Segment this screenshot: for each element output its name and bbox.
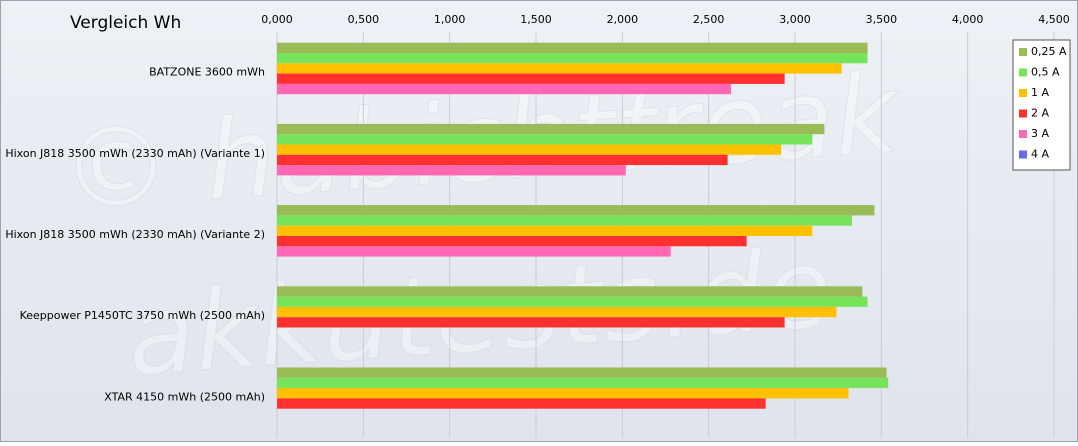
bar	[277, 165, 626, 176]
legend-label: 1 A	[1031, 86, 1049, 99]
bar	[277, 123, 825, 135]
bar	[277, 286, 863, 297]
bar	[277, 154, 728, 166]
y-tick-label: Keeppower P1450TC 3750 mWh (2500 mAh)	[20, 309, 265, 322]
y-tick-label: Hixon J818 3500 mWh (2330 mAh) (Variante…	[5, 228, 265, 241]
x-tick-label: 0,000	[261, 13, 293, 26]
y-tick-label: BATZONE 3600 mWh	[149, 66, 265, 79]
y-tick-label: Hixon J818 3500 mWh (2330 mAh) (Variante…	[5, 147, 265, 160]
x-tick-label: 3,000	[779, 13, 811, 26]
legend-label: 4 A	[1031, 148, 1049, 161]
bar	[277, 134, 813, 145]
bar	[277, 83, 732, 95]
bar	[277, 398, 766, 409]
bar	[277, 205, 875, 216]
legend-label: 0,5 A	[1031, 66, 1060, 79]
chart-title: Vergleich Wh	[70, 13, 181, 33]
legend-label: 3 A	[1031, 127, 1049, 140]
legend-swatch	[1019, 48, 1027, 56]
bar	[277, 225, 813, 236]
bar	[277, 246, 671, 257]
legend-label: 2 A	[1031, 107, 1049, 120]
legend-box	[1012, 39, 1071, 171]
x-tick-label: 2,500	[693, 13, 725, 26]
x-tick-label: 1,500	[520, 13, 552, 26]
bar	[277, 306, 837, 318]
x-tick-label: 4,500	[1038, 13, 1070, 26]
bar	[277, 236, 747, 247]
bar	[277, 42, 868, 53]
bar	[277, 53, 868, 64]
x-tick-label: 4,000	[952, 13, 984, 26]
bar	[277, 63, 842, 74]
bar	[277, 215, 852, 226]
legend-label: 0,25 A	[1031, 45, 1067, 58]
bar	[277, 367, 887, 378]
bar	[277, 296, 868, 307]
legend-swatch	[1019, 68, 1027, 77]
bar	[277, 144, 782, 155]
legend-swatch	[1019, 150, 1027, 159]
x-tick-label: 0,500	[348, 13, 380, 26]
bar	[277, 377, 889, 389]
x-tick-label: 3,500	[866, 13, 898, 26]
legend-swatch	[1019, 109, 1027, 118]
legend-swatch	[1019, 130, 1027, 138]
y-tick-label: XTAR 4150 mWh (2500 mAh)	[104, 390, 265, 403]
bar	[277, 388, 849, 399]
x-tick-label: 1,000	[434, 13, 466, 26]
legend-swatch	[1019, 89, 1027, 97]
x-tick-label: 2,000	[607, 13, 639, 26]
bar	[277, 73, 785, 84]
bar	[277, 317, 785, 328]
